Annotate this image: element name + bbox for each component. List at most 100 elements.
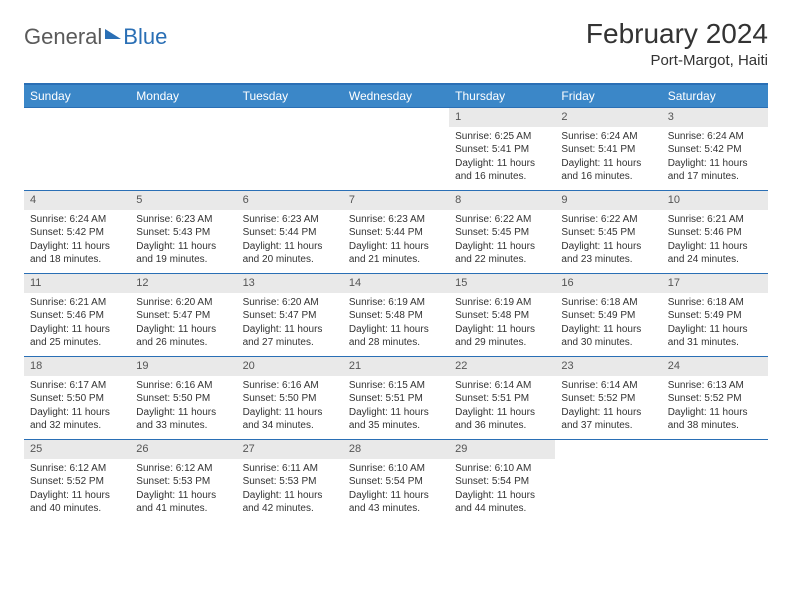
sunrise-text: Sunrise: 6:17 AM [30, 379, 124, 393]
sunset-text: Sunset: 5:52 PM [30, 475, 124, 489]
day-cell: 29Sunrise: 6:10 AMSunset: 5:54 PMDayligh… [449, 440, 555, 522]
day-number: 19 [130, 357, 236, 376]
daylight-text-2: and 25 minutes. [30, 336, 124, 350]
daylight-text-1: Daylight: 11 hours [455, 406, 549, 420]
daylight-text-1: Daylight: 11 hours [30, 489, 124, 503]
daylight-text-2: and 38 minutes. [668, 419, 762, 433]
day-cell: 1Sunrise: 6:25 AMSunset: 5:41 PMDaylight… [449, 108, 555, 190]
week-row: 4Sunrise: 6:24 AMSunset: 5:42 PMDaylight… [24, 190, 768, 273]
day-cell: 22Sunrise: 6:14 AMSunset: 5:51 PMDayligh… [449, 357, 555, 439]
sunrise-text: Sunrise: 6:21 AM [30, 296, 124, 310]
sunrise-text: Sunrise: 6:11 AM [243, 462, 337, 476]
sunset-text: Sunset: 5:43 PM [136, 226, 230, 240]
sunrise-text: Sunrise: 6:13 AM [668, 379, 762, 393]
sunrise-text: Sunrise: 6:20 AM [243, 296, 337, 310]
logo-text-blue: Blue [123, 24, 167, 50]
day-cell: 18Sunrise: 6:17 AMSunset: 5:50 PMDayligh… [24, 357, 130, 439]
sunset-text: Sunset: 5:54 PM [349, 475, 443, 489]
daylight-text-1: Daylight: 11 hours [349, 323, 443, 337]
day-body: Sunrise: 6:12 AMSunset: 5:52 PMDaylight:… [24, 459, 130, 522]
day-cell: 6Sunrise: 6:23 AMSunset: 5:44 PMDaylight… [237, 191, 343, 273]
day-cell: 10Sunrise: 6:21 AMSunset: 5:46 PMDayligh… [662, 191, 768, 273]
day-number: 14 [343, 274, 449, 293]
day-cell: 2Sunrise: 6:24 AMSunset: 5:41 PMDaylight… [555, 108, 661, 190]
day-body: Sunrise: 6:18 AMSunset: 5:49 PMDaylight:… [662, 293, 768, 356]
day-cell: 7Sunrise: 6:23 AMSunset: 5:44 PMDaylight… [343, 191, 449, 273]
sunrise-text: Sunrise: 6:19 AM [455, 296, 549, 310]
sunset-text: Sunset: 5:42 PM [30, 226, 124, 240]
day-number: 27 [237, 440, 343, 459]
day-body: Sunrise: 6:11 AMSunset: 5:53 PMDaylight:… [237, 459, 343, 522]
day-body: Sunrise: 6:21 AMSunset: 5:46 PMDaylight:… [662, 210, 768, 273]
day-number: 13 [237, 274, 343, 293]
day-body: Sunrise: 6:21 AMSunset: 5:46 PMDaylight:… [24, 293, 130, 356]
daylight-text-1: Daylight: 11 hours [455, 323, 549, 337]
daylight-text-2: and 32 minutes. [30, 419, 124, 433]
daylight-text-2: and 40 minutes. [30, 502, 124, 516]
day-body: Sunrise: 6:10 AMSunset: 5:54 PMDaylight:… [343, 459, 449, 522]
daylight-text-2: and 43 minutes. [349, 502, 443, 516]
day-cell: 21Sunrise: 6:15 AMSunset: 5:51 PMDayligh… [343, 357, 449, 439]
daylight-text-1: Daylight: 11 hours [136, 323, 230, 337]
calendar: SundayMondayTuesdayWednesdayThursdayFrid… [24, 83, 768, 522]
day-body: Sunrise: 6:17 AMSunset: 5:50 PMDaylight:… [24, 376, 130, 439]
daylight-text-1: Daylight: 11 hours [243, 240, 337, 254]
sunrise-text: Sunrise: 6:15 AM [349, 379, 443, 393]
day-cell: 15Sunrise: 6:19 AMSunset: 5:48 PMDayligh… [449, 274, 555, 356]
daylight-text-2: and 27 minutes. [243, 336, 337, 350]
daylight-text-1: Daylight: 11 hours [668, 323, 762, 337]
day-number: 28 [343, 440, 449, 459]
daylight-text-1: Daylight: 11 hours [349, 489, 443, 503]
daylight-text-2: and 18 minutes. [30, 253, 124, 267]
logo-triangle-icon [105, 29, 121, 39]
day-cell [24, 108, 130, 190]
day-number: 12 [130, 274, 236, 293]
day-cell: 24Sunrise: 6:13 AMSunset: 5:52 PMDayligh… [662, 357, 768, 439]
day-number [130, 108, 236, 127]
daylight-text-1: Daylight: 11 hours [349, 406, 443, 420]
daylight-text-2: and 31 minutes. [668, 336, 762, 350]
daylight-text-2: and 29 minutes. [455, 336, 549, 350]
sunrise-text: Sunrise: 6:16 AM [243, 379, 337, 393]
title-block: February 2024 Port-Margot, Haiti [586, 18, 768, 69]
day-number: 26 [130, 440, 236, 459]
daylight-text-2: and 24 minutes. [668, 253, 762, 267]
daylight-text-2: and 19 minutes. [136, 253, 230, 267]
daylight-text-2: and 34 minutes. [243, 419, 337, 433]
day-body: Sunrise: 6:10 AMSunset: 5:54 PMDaylight:… [449, 459, 555, 522]
daylight-text-2: and 22 minutes. [455, 253, 549, 267]
daylight-text-1: Daylight: 11 hours [668, 240, 762, 254]
sunrise-text: Sunrise: 6:14 AM [561, 379, 655, 393]
week-row: 1Sunrise: 6:25 AMSunset: 5:41 PMDaylight… [24, 107, 768, 190]
sunset-text: Sunset: 5:52 PM [668, 392, 762, 406]
dow-cell: Tuesday [237, 85, 343, 107]
day-number: 17 [662, 274, 768, 293]
sunset-text: Sunset: 5:41 PM [455, 143, 549, 157]
sunset-text: Sunset: 5:53 PM [136, 475, 230, 489]
dow-cell: Friday [555, 85, 661, 107]
daylight-text-1: Daylight: 11 hours [136, 240, 230, 254]
day-body: Sunrise: 6:24 AMSunset: 5:41 PMDaylight:… [555, 127, 661, 190]
day-number: 10 [662, 191, 768, 210]
day-number: 25 [24, 440, 130, 459]
day-number: 18 [24, 357, 130, 376]
header: General Blue February 2024 Port-Margot, … [24, 18, 768, 69]
day-body: Sunrise: 6:24 AMSunset: 5:42 PMDaylight:… [24, 210, 130, 273]
day-number: 1 [449, 108, 555, 127]
daylight-text-1: Daylight: 11 hours [561, 157, 655, 171]
day-number: 5 [130, 191, 236, 210]
daylight-text-2: and 35 minutes. [349, 419, 443, 433]
sunrise-text: Sunrise: 6:20 AM [136, 296, 230, 310]
sunset-text: Sunset: 5:49 PM [668, 309, 762, 323]
day-number: 7 [343, 191, 449, 210]
sunset-text: Sunset: 5:48 PM [455, 309, 549, 323]
day-cell: 28Sunrise: 6:10 AMSunset: 5:54 PMDayligh… [343, 440, 449, 522]
sunset-text: Sunset: 5:41 PM [561, 143, 655, 157]
day-number: 2 [555, 108, 661, 127]
day-number: 24 [662, 357, 768, 376]
daylight-text-1: Daylight: 11 hours [561, 406, 655, 420]
daylight-text-1: Daylight: 11 hours [30, 406, 124, 420]
day-cell: 26Sunrise: 6:12 AMSunset: 5:53 PMDayligh… [130, 440, 236, 522]
day-body: Sunrise: 6:14 AMSunset: 5:52 PMDaylight:… [555, 376, 661, 439]
day-body: Sunrise: 6:13 AMSunset: 5:52 PMDaylight:… [662, 376, 768, 439]
